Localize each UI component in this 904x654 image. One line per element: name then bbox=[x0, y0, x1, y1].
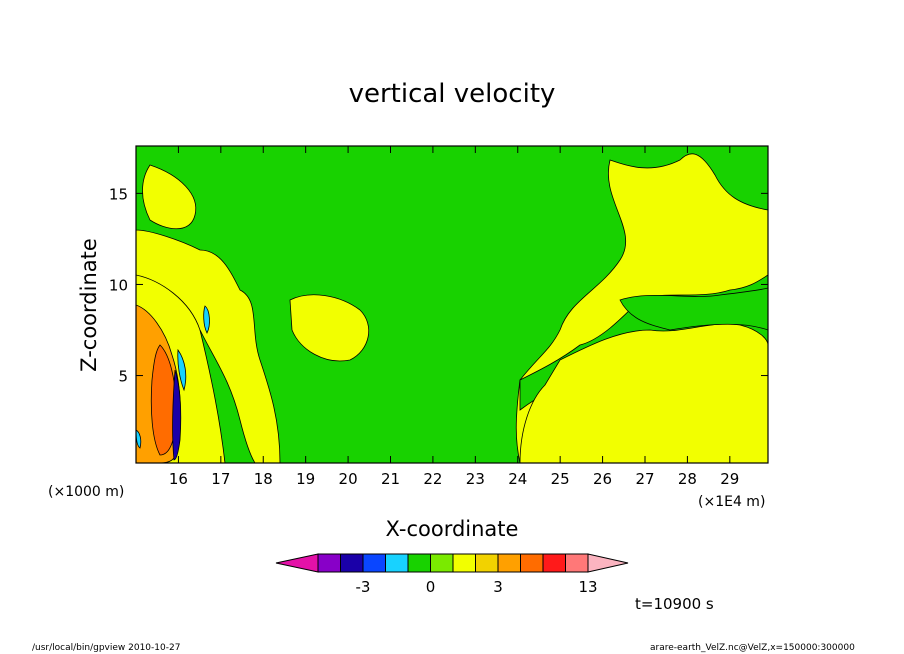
colorbar-segment bbox=[497, 553, 521, 573]
contour-region-cyan-small bbox=[203, 305, 210, 334]
x-tick-label: 16 bbox=[169, 470, 188, 488]
colorbar-segment bbox=[520, 553, 544, 573]
time-label: t=10900 s bbox=[635, 595, 714, 613]
x-tick-label: 23 bbox=[466, 470, 485, 488]
x-axis-title: X-coordinate bbox=[386, 517, 519, 541]
x-tick-label: 17 bbox=[211, 470, 230, 488]
plot-frame bbox=[135, 145, 769, 464]
y-tick-label: 5 bbox=[118, 368, 128, 386]
chart-title: vertical velocity bbox=[349, 79, 556, 109]
colorbar-segment bbox=[565, 553, 589, 573]
colorbar-tick-label: -3 bbox=[356, 578, 371, 596]
colorbar-segment bbox=[475, 553, 499, 573]
colorbar-tick-label: 3 bbox=[493, 578, 503, 596]
footer-program: /usr/local/bin/gpview 2010-10-27 bbox=[32, 643, 180, 653]
colorbar-segment bbox=[542, 553, 566, 573]
footer-source: arare-earth_VelZ.nc@VelZ,x=150000:300000 bbox=[650, 643, 855, 653]
x-tick-label: 27 bbox=[635, 470, 654, 488]
contour-region-yellow-mid bbox=[289, 294, 369, 362]
colorbar-segment bbox=[340, 553, 364, 573]
colorbar-tick-label: 0 bbox=[426, 578, 436, 596]
colorbar-segment bbox=[452, 553, 476, 573]
contour-region-green-right-lower bbox=[619, 287, 768, 331]
x-tick-label: 25 bbox=[551, 470, 570, 488]
x-unit-right: (×1E4 m) bbox=[698, 494, 765, 510]
y-tick-label: 15 bbox=[109, 185, 128, 203]
colorbar: -3 0 3 13 bbox=[275, 553, 629, 596]
colorbar-tick-label: 13 bbox=[578, 578, 597, 596]
y-axis-title: Z-coordinate bbox=[77, 238, 101, 372]
y-axis: 5 10 15 bbox=[109, 185, 768, 386]
x-tick-label: 28 bbox=[678, 470, 697, 488]
x-tick-label: 26 bbox=[593, 470, 612, 488]
x-tick-label: 20 bbox=[339, 470, 358, 488]
x-tick-label: 21 bbox=[381, 470, 400, 488]
colorbar-segment bbox=[407, 553, 431, 573]
contour-field bbox=[136, 146, 768, 463]
x-tick-label: 24 bbox=[508, 470, 527, 488]
x-axis: 16 17 18 19 20 21 22 23 24 25 26 27 28 29 bbox=[169, 146, 739, 488]
contour-region-cyan bbox=[177, 348, 187, 392]
y-tick-label: 10 bbox=[109, 276, 128, 294]
colorbar-segment bbox=[362, 553, 386, 573]
colorbar-segment bbox=[317, 553, 341, 573]
colorbar-under-arrow bbox=[275, 553, 319, 573]
x-tick-label: 22 bbox=[423, 470, 442, 488]
contour-region-green bbox=[136, 146, 768, 463]
x-tick-label: 29 bbox=[720, 470, 739, 488]
colorbar-segment bbox=[430, 553, 454, 573]
x-unit-left: (×1000 m) bbox=[48, 484, 124, 500]
colorbar-over-arrow bbox=[587, 553, 629, 573]
x-tick-label: 18 bbox=[254, 470, 273, 488]
contour-region-green-left-strips bbox=[199, 329, 256, 463]
colorbar-segment bbox=[385, 553, 409, 573]
contour-region-negative bbox=[172, 369, 182, 461]
x-tick-label: 19 bbox=[296, 470, 315, 488]
